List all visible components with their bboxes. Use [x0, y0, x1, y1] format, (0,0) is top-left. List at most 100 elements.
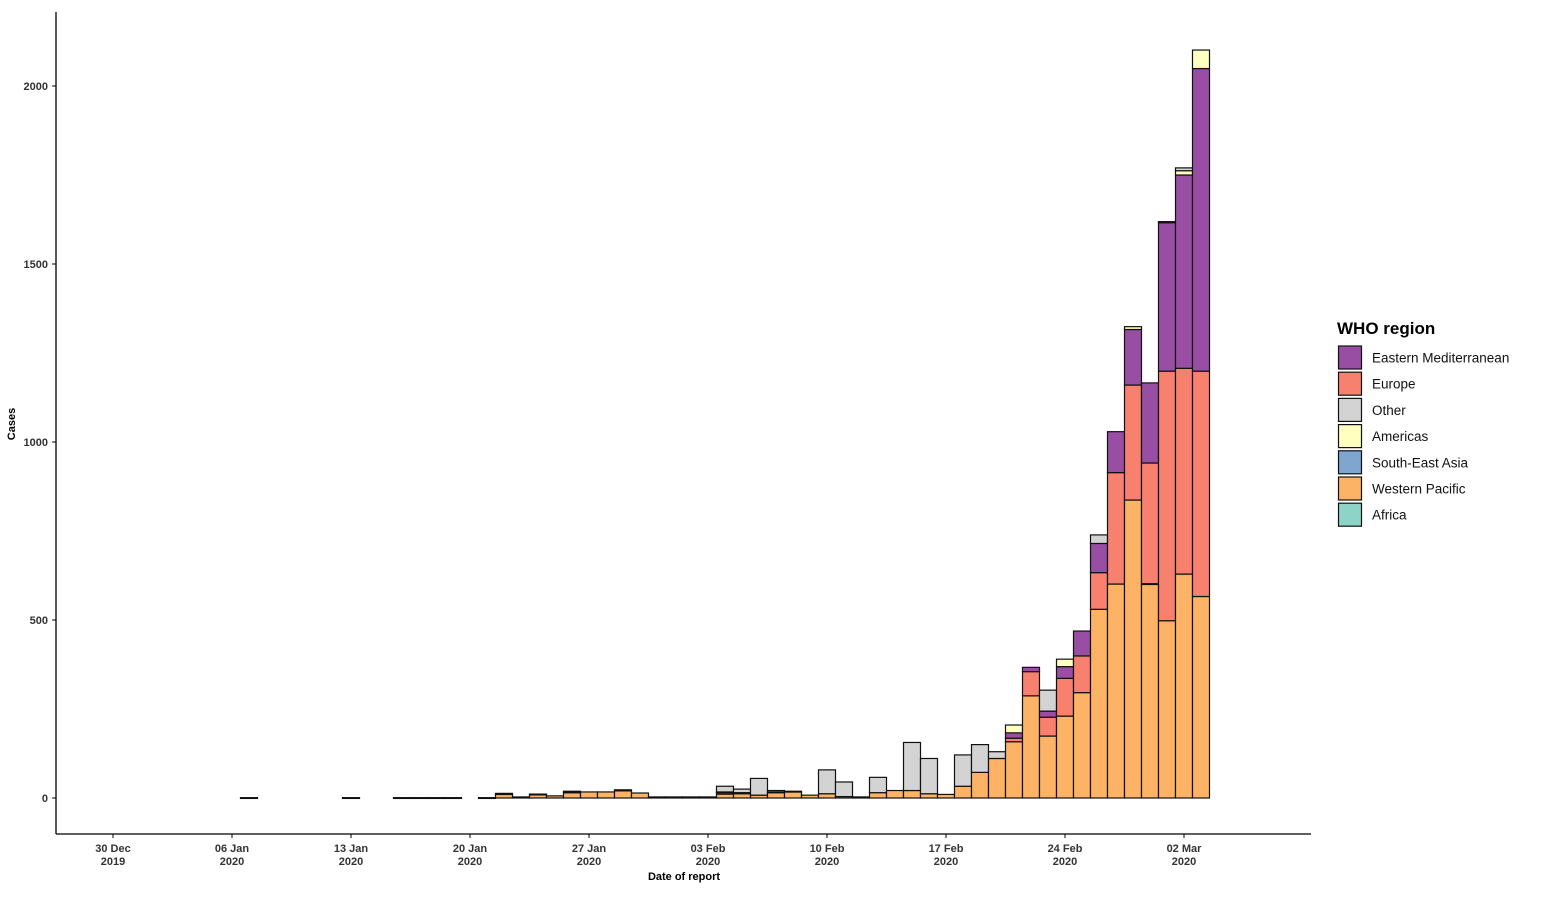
bar-segment-western-pacific	[562, 792, 582, 799]
bar-segment-eastern-mediterranean	[1157, 222, 1177, 372]
legend-label: Americas	[1372, 429, 1429, 444]
bar-segment-other	[868, 776, 888, 794]
x-tick-label: 17 Feb	[929, 843, 964, 855]
bar-segment-western-pacific	[1089, 608, 1109, 799]
bar-segment-western-pacific	[885, 789, 905, 799]
bar-segment-western-pacific	[443, 797, 463, 800]
x-tick-label: 2019	[101, 856, 125, 868]
bar-segment-western-pacific	[596, 791, 616, 799]
x-tick-label: 27 Jan	[572, 843, 607, 855]
bar-segment-eastern-mediterranean	[1055, 666, 1075, 679]
bar-segment-western-pacific	[970, 771, 990, 799]
bar-segment-europe	[1106, 472, 1126, 585]
bar-segment-western-pacific	[902, 789, 922, 799]
legend-swatch	[1337, 502, 1363, 527]
bar-segment-western-pacific	[579, 791, 599, 799]
bar-segment-western-pacific	[409, 797, 429, 800]
bar-segment-western-pacific	[1106, 583, 1126, 799]
x-tick-label: 2020	[934, 856, 958, 868]
bar-segment-western-pacific	[1174, 573, 1194, 799]
bar-segment-other	[1157, 221, 1177, 224]
bar-segment-western-pacific	[851, 796, 871, 799]
bar-segment-other	[528, 793, 548, 796]
x-tick-label: 30 Dec	[95, 843, 130, 855]
bar-segment-western-pacific	[647, 796, 667, 799]
x-tick-label: 10 Feb	[810, 843, 845, 855]
bar-segment-western-pacific	[800, 794, 820, 799]
legend-swatch	[1337, 397, 1363, 422]
bar-segment-western-pacific	[1157, 620, 1177, 799]
bar-segment-western-pacific	[511, 796, 531, 799]
bar-segment-europe	[1055, 677, 1075, 717]
bar-segment-western-pacific	[477, 797, 497, 800]
bar-segment-other	[817, 769, 837, 795]
y-tick-label: 500	[30, 615, 48, 627]
bar-segment-western-pacific	[613, 790, 633, 799]
bar-segment-eastern-mediterranean	[1191, 67, 1211, 372]
bar-segment-western-pacific	[766, 792, 786, 799]
bar-segment-europe	[1072, 655, 1092, 694]
x-axis-label: Date of report	[648, 871, 720, 883]
x-tick-label: 2020	[1172, 856, 1196, 868]
bar-segment-western-pacific	[681, 796, 701, 799]
bar-segment-western-pacific	[392, 797, 412, 800]
x-tick-label: 2020	[458, 856, 482, 868]
bar-segment-other	[902, 741, 922, 792]
x-tick-label: 2020	[220, 856, 244, 868]
bar-segment-europe	[1174, 367, 1194, 575]
bars-layer	[239, 49, 1211, 800]
legend-label: Europe	[1372, 377, 1416, 392]
y-tick-label: 0	[42, 793, 48, 805]
y-tick-label: 1000	[24, 437, 48, 449]
legend-label: Other	[1372, 403, 1406, 418]
bar-segment-europe	[1038, 716, 1058, 737]
bar-segment-western-pacific	[630, 792, 650, 799]
bar-segment-eastern-mediterranean	[1072, 630, 1092, 657]
bar-segment-other	[953, 754, 973, 787]
bar-segment-western-pacific	[987, 757, 1007, 799]
legend-swatch	[1337, 476, 1363, 501]
bar-segment-europe	[1140, 462, 1160, 585]
bar-segment-other	[987, 751, 1007, 760]
bar-segment-western-pacific	[426, 797, 446, 800]
bar-segment-western-pacific	[1123, 499, 1143, 799]
legend-swatch	[1337, 371, 1363, 396]
bar-segment-western-pacific	[1004, 741, 1024, 799]
bar-segment-eastern-mediterranean	[1038, 710, 1058, 718]
legend-label: Eastern Mediterranean	[1372, 351, 1509, 366]
x-tick-label: 2020	[1053, 856, 1077, 868]
bar-segment-other	[766, 789, 786, 793]
legend-label: Africa	[1372, 508, 1407, 523]
x-tick-label: 02 Mar	[1167, 843, 1203, 855]
bar-segment-other	[715, 785, 735, 793]
bar-segment-other	[1174, 167, 1194, 172]
x-tick-label: 20 Jan	[453, 843, 488, 855]
bar-segment-eastern-mediterranean	[1123, 328, 1143, 386]
legend-title: WHO region	[1337, 319, 1435, 338]
bar-segment-americas	[1191, 49, 1211, 70]
legend-swatch	[1337, 450, 1363, 475]
bar-segment-eastern-mediterranean	[1089, 542, 1109, 574]
y-tick-label: 1500	[24, 259, 48, 271]
legend-label: Western Pacific	[1372, 482, 1466, 497]
bar-segment-europe	[1123, 384, 1143, 501]
bar-segment-western-pacific	[1021, 695, 1041, 799]
bar-segment-western-pacific	[341, 797, 361, 800]
bar-segment-other	[1038, 689, 1058, 712]
bar-segment-other	[494, 792, 514, 796]
bar-segment-western-pacific	[1038, 735, 1058, 799]
bar-segment-other	[970, 743, 990, 773]
bar-segment-americas	[1123, 326, 1143, 331]
bar-segment-western-pacific	[919, 793, 939, 799]
legend-label: South-East Asia	[1372, 455, 1469, 470]
bar-segment-americas	[1055, 658, 1075, 668]
y-axis-label: Cases	[6, 408, 18, 440]
x-tick-label: 2020	[577, 856, 601, 868]
bar-segment-europe	[1021, 671, 1041, 697]
bar-segment-eastern-mediterranean	[1106, 431, 1126, 474]
bar-segment-western-pacific	[1055, 715, 1075, 799]
y-tick-label: 2000	[24, 81, 48, 93]
x-tick-label: 24 Feb	[1048, 843, 1083, 855]
bar-segment-europe	[1157, 370, 1177, 622]
